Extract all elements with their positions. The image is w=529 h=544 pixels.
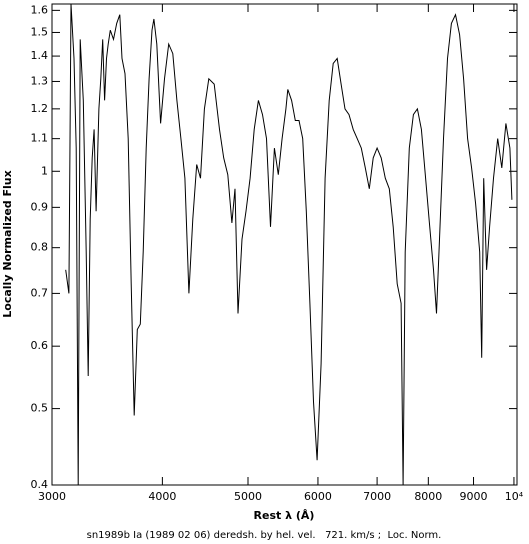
- y-tick-label: 0.5: [31, 402, 49, 415]
- y-tick-label: 0.6: [31, 339, 49, 352]
- spectrum-line: [65, 3, 513, 486]
- y-tick-label: 0.4: [31, 478, 49, 491]
- y-tick-label: 1.2: [31, 102, 49, 115]
- y-axis-label: Locally Normalized Flux: [1, 170, 14, 317]
- x-axis-label: Rest λ (Å): [254, 509, 315, 522]
- x-tick-label: 8000: [414, 490, 442, 503]
- plot-frame: [51, 3, 518, 486]
- y-tick-label: 1.1: [31, 132, 49, 145]
- x-tick-label: 7000: [363, 490, 391, 503]
- x-tick-label: 6000: [304, 490, 332, 503]
- y-tick-label: 0.8: [31, 241, 49, 254]
- caption: sn1989b Ia (1989 02 06) deredsh. by hel.…: [87, 530, 442, 541]
- y-tick-label: 0.9: [31, 200, 49, 213]
- y-tick-label: 1.6: [31, 3, 49, 16]
- x-tick-label: 9000: [460, 490, 488, 503]
- x-tick-label: 3000: [38, 490, 66, 503]
- x-tick-label: 5000: [234, 490, 262, 503]
- x-tick-label: 4000: [148, 490, 176, 503]
- y-tick-label: 1.3: [31, 74, 49, 87]
- y-tick-label: 1: [41, 164, 48, 177]
- y-tick-label: 1.4: [31, 49, 49, 62]
- y-tick-label: 1.5: [31, 25, 49, 38]
- x-tick-label: 10⁴: [505, 490, 524, 503]
- y-tick-label: 0.7: [31, 286, 49, 299]
